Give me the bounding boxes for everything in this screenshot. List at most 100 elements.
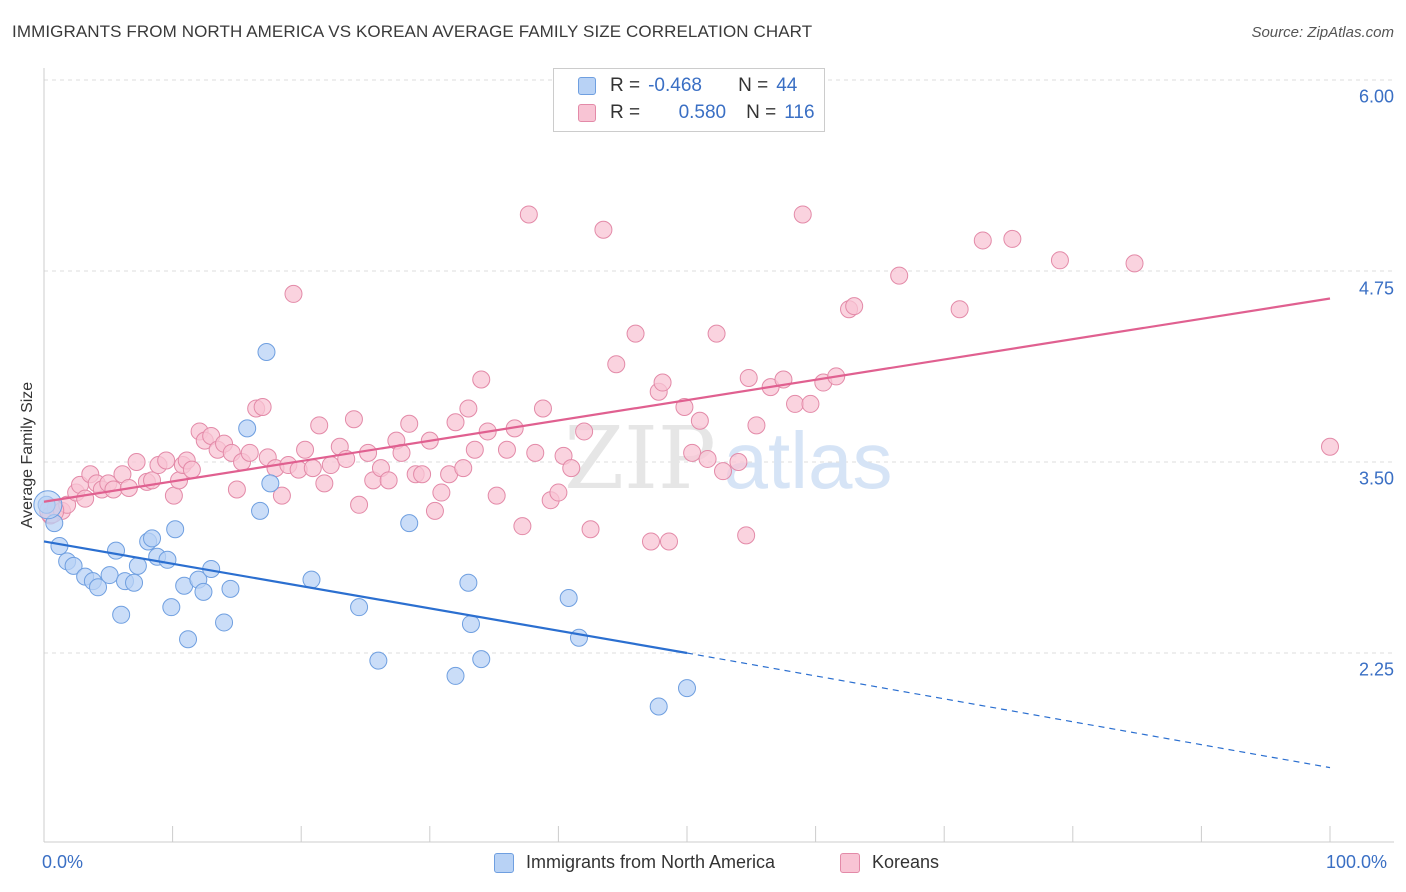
immigrants-point [194,582,213,601]
korean-point [653,373,672,392]
legend-row-immigrants: R = -0.468 N = 44 [578,75,797,97]
korean-point [513,517,532,536]
korean-points [39,205,1339,551]
immigrants-point [179,630,198,649]
immigrants-point [559,588,578,607]
immigrants-point [459,573,478,592]
korean-point [729,453,748,471]
immigrants-point [257,342,276,361]
korean-point [459,399,478,418]
korean-point [182,460,201,479]
pink-swatch-icon [578,104,596,122]
watermark: ZIP atlas [564,409,892,509]
x-tick-0: 0.0% [42,852,84,872]
axes [43,68,1394,843]
immigrants-point [112,605,131,624]
korean-point [164,486,183,505]
korean-point [227,480,246,499]
immigrants-point [461,614,480,633]
stats-legend: R = -0.468 N = 44 R = 0.580 N = 116 [553,68,825,132]
y-tick-3-50: 3.50 [1358,468,1394,489]
immigrants-trend-line [43,540,688,655]
korean-point [707,324,726,343]
korean-point [659,532,678,551]
korean-point [432,483,451,502]
korean-point [379,471,398,490]
n-value: 116 [784,102,815,123]
korean-point [497,440,516,459]
r-value: -0.468 [648,75,702,96]
legend-koreans: Koreans [840,852,939,873]
korean-point [344,410,363,429]
korean-point [310,416,329,435]
immigrants-point [678,679,696,698]
y-axis-label: Average Family Size [19,381,36,529]
korean-point [127,453,146,471]
korean-point [950,300,969,319]
immigrants-point [446,666,465,685]
korean-point [739,368,758,387]
korean-point [76,489,95,508]
korean-point [240,443,259,462]
immigrants-point [261,474,280,493]
immigrants-point [369,651,388,670]
immigrants-point [100,566,119,585]
korean-trend-line [43,297,1331,503]
legend-koreans-label: Koreans [872,852,940,872]
korean-point [1003,229,1022,248]
korean-point [737,526,756,545]
immigrants-point [251,501,270,520]
immigrants-point [128,556,147,575]
pink-swatch-icon [840,852,860,873]
korean-point [284,284,303,303]
korean-point [359,443,378,462]
korean-point [562,459,581,478]
immigrants-point [400,514,419,533]
korean-point [526,443,545,462]
immigrants-point [64,556,83,575]
r-label: R = [610,102,641,123]
blue-swatch-icon [494,852,514,873]
korean-point [594,220,613,239]
immigrants-point [166,520,185,539]
korean-point [890,266,909,285]
korean-point [626,324,645,343]
korean-point [272,486,291,505]
immigrants-point [649,697,668,716]
trend-lines [43,297,1331,769]
r-value: 0.580 [678,102,727,123]
chart-title: IMMIGRANTS FROM NORTH AMERICA VS KOREAN … [12,22,813,41]
immigrants-point [158,550,177,569]
immigrants-point [221,579,240,598]
korean-point [607,355,626,374]
korean-point [253,397,272,416]
immigrants-points [33,342,696,716]
korean-point [690,411,709,430]
korean-point [747,416,766,435]
n-value: 44 [776,75,798,96]
legend-row-koreans: R = 0.580 N = 116 [578,102,815,124]
source-label: Source: ZipAtlas.com [1251,24,1394,41]
legend-immigrants: Immigrants from North America [494,852,775,873]
korean-point [425,501,444,520]
immigrants-point [162,598,181,617]
korean-point [1125,254,1144,273]
korean-point [321,456,340,475]
korean-point [400,414,419,433]
korean-point [683,443,702,462]
korean-point [698,449,717,468]
korean-point [350,495,369,514]
korean-point [845,297,864,316]
korean-point [973,231,992,250]
immigrants-point [569,628,588,647]
x-tick-100: 100.0% [1326,852,1388,872]
korean-point [315,474,334,493]
korean-point [533,399,552,418]
korean-point [1321,437,1339,456]
immigrants-point [215,613,234,632]
korean-point [714,462,733,481]
korean-point [1050,251,1069,270]
y-tick-2-25: 2.25 [1358,659,1394,680]
korean-point [519,205,538,224]
